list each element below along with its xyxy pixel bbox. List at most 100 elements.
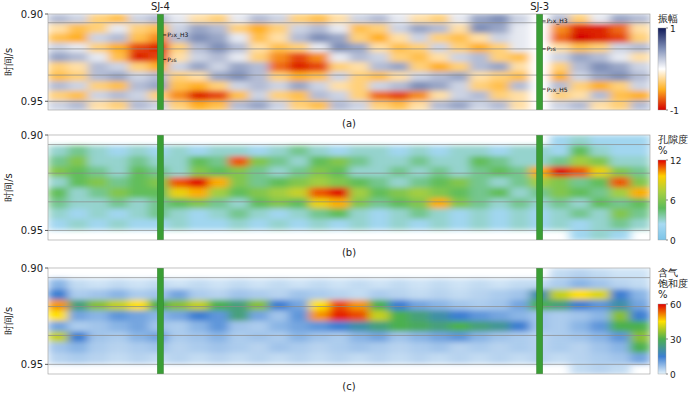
cell bbox=[429, 198, 450, 209]
cell bbox=[168, 342, 189, 353]
cell bbox=[329, 43, 350, 53]
cell bbox=[108, 300, 129, 311]
cell bbox=[389, 300, 410, 311]
cell bbox=[429, 188, 450, 199]
cell bbox=[489, 310, 510, 321]
cell bbox=[188, 24, 209, 34]
cell bbox=[550, 52, 571, 62]
well bbox=[157, 268, 163, 374]
cell bbox=[489, 156, 510, 167]
cell bbox=[590, 167, 611, 178]
cell bbox=[128, 332, 149, 343]
well bbox=[537, 135, 543, 240]
cell bbox=[229, 342, 250, 353]
y-tick bbox=[45, 101, 48, 102]
cell bbox=[510, 300, 531, 311]
cell bbox=[349, 24, 370, 34]
cells bbox=[48, 14, 650, 110]
cell bbox=[309, 279, 330, 290]
cell bbox=[489, 198, 510, 209]
cell bbox=[389, 100, 410, 110]
cell bbox=[209, 33, 230, 43]
y-tick-label: 0.95 bbox=[21, 225, 43, 236]
cell bbox=[329, 353, 350, 364]
cell bbox=[329, 332, 350, 343]
cell bbox=[329, 321, 350, 332]
cell bbox=[249, 188, 270, 199]
cell bbox=[349, 52, 370, 62]
cell bbox=[329, 177, 350, 188]
cell bbox=[409, 91, 430, 101]
cell bbox=[289, 43, 310, 53]
cell bbox=[389, 342, 410, 353]
cell bbox=[349, 219, 370, 230]
cell bbox=[229, 43, 250, 53]
cell bbox=[409, 33, 430, 43]
cell bbox=[489, 279, 510, 290]
cell bbox=[630, 33, 650, 43]
cell bbox=[409, 279, 430, 290]
cell bbox=[590, 279, 611, 290]
cell bbox=[449, 332, 470, 343]
pick-mark bbox=[543, 89, 546, 90]
cell bbox=[128, 24, 149, 34]
cell bbox=[409, 72, 430, 82]
cell bbox=[610, 342, 631, 353]
horizon-line bbox=[48, 101, 650, 102]
cell bbox=[610, 72, 631, 82]
cell bbox=[550, 289, 571, 300]
cell bbox=[389, 332, 410, 343]
pick-label: P₂x_H3 bbox=[167, 31, 188, 39]
cell bbox=[249, 156, 270, 167]
cell bbox=[209, 353, 230, 364]
pick-mark bbox=[163, 34, 166, 35]
cell bbox=[309, 81, 330, 91]
cell bbox=[429, 167, 450, 178]
cell bbox=[590, 52, 611, 62]
cell bbox=[389, 353, 410, 364]
cell bbox=[550, 24, 571, 34]
cell bbox=[590, 91, 611, 101]
cell bbox=[48, 321, 69, 332]
cell bbox=[550, 100, 571, 110]
cell bbox=[389, 24, 410, 34]
cell bbox=[570, 289, 591, 300]
cell bbox=[369, 279, 390, 290]
cell bbox=[88, 177, 109, 188]
cell bbox=[289, 167, 310, 178]
cell bbox=[369, 24, 390, 34]
cell bbox=[168, 321, 189, 332]
cell bbox=[229, 300, 250, 311]
well bbox=[537, 268, 543, 374]
cell bbox=[610, 332, 631, 343]
colorbar-tick bbox=[666, 374, 668, 375]
cell bbox=[88, 100, 109, 110]
cell bbox=[429, 321, 450, 332]
cell bbox=[570, 353, 591, 364]
cell bbox=[249, 146, 270, 157]
cell bbox=[349, 332, 370, 343]
colorbar-title: 含气饱和度 bbox=[657, 267, 688, 289]
cell bbox=[550, 62, 571, 72]
cell bbox=[570, 300, 591, 311]
cell bbox=[389, 310, 410, 321]
cell bbox=[590, 62, 611, 72]
cell bbox=[570, 219, 591, 230]
cell bbox=[590, 43, 611, 53]
cell bbox=[630, 209, 650, 220]
cell bbox=[570, 33, 591, 43]
cell bbox=[369, 43, 390, 53]
cell bbox=[229, 310, 250, 321]
cell bbox=[329, 310, 350, 321]
cell bbox=[229, 146, 250, 157]
cell bbox=[590, 33, 611, 43]
cell bbox=[449, 219, 470, 230]
cell bbox=[88, 198, 109, 209]
cell bbox=[249, 332, 270, 343]
cell bbox=[429, 146, 450, 157]
cell bbox=[630, 43, 650, 53]
cell bbox=[349, 279, 370, 290]
cell bbox=[570, 198, 591, 209]
cell bbox=[269, 219, 290, 230]
cell bbox=[409, 198, 430, 209]
